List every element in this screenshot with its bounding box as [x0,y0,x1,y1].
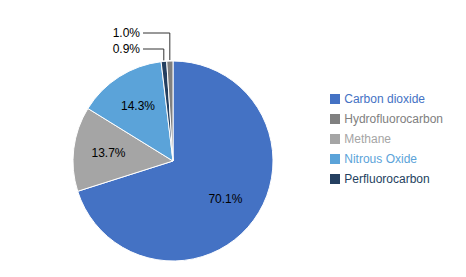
svg-text:0.9%: 0.9% [113,42,141,56]
svg-text:14.3%: 14.3% [121,99,155,113]
html-text:Carbon dioxide: Carbon dioxide [344,91,425,106]
svg-text:70.1%: 70.1% [208,192,242,206]
svg-text:1.0%: 1.0% [113,26,141,40]
html-text:Methane: Methane [344,131,391,146]
html-text:Nitrous Oxide: Nitrous Oxide [344,151,417,166]
html-text:Perfluorocarbon: Perfluorocarbon [344,171,430,186]
html-text:Hydrofluorocarbon: Hydrofluorocarbon [344,111,443,126]
svg-text:13.7%: 13.7% [91,146,125,160]
